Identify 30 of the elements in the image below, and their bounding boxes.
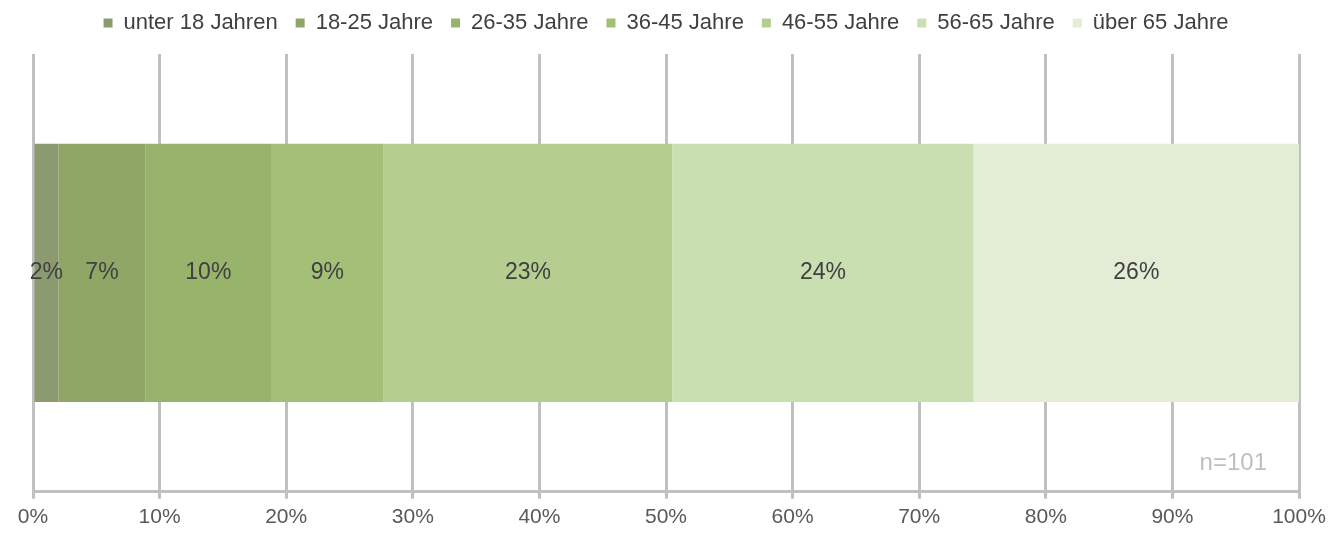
- data-label: 23%: [504, 258, 552, 285]
- annotation: n=101: [1199, 448, 1267, 476]
- legend-label: 36-45 Jahre: [626, 9, 744, 35]
- legend-label: 18-25 Jahre: [315, 9, 434, 35]
- bar: [145, 143, 272, 403]
- legend-label: 56-65 Jahre: [937, 9, 1055, 35]
- x-tick-label: 80%: [1024, 504, 1067, 528]
- x-tick-label: 50%: [644, 504, 688, 528]
- legend-label: unter 18 Jahren: [123, 9, 278, 35]
- x-tick-label: 60%: [771, 504, 814, 528]
- data-label: 26%: [1113, 258, 1160, 285]
- x-tick-label: 70%: [898, 504, 941, 528]
- bar: [383, 143, 673, 403]
- x-tick-label: 10%: [138, 504, 181, 528]
- legend-label: 46-55 Jahre: [781, 9, 900, 35]
- bar: [271, 143, 384, 403]
- legend-label: 26-35 Jahre: [471, 9, 589, 35]
- x-tick-label: 20%: [265, 504, 308, 528]
- bar: [973, 143, 1299, 403]
- data-label: 24%: [799, 258, 847, 285]
- data-label: 9%: [310, 258, 344, 285]
- legend-label: über 65 Jahre: [1092, 9, 1229, 35]
- x-tick-label: 0%: [17, 504, 49, 528]
- x-tick-label: 90%: [1151, 504, 1194, 528]
- data-label: 7%: [85, 258, 119, 285]
- x-tick-label: 30%: [391, 504, 434, 528]
- data-label: 10%: [185, 258, 232, 285]
- x-tick-label: 40%: [518, 504, 561, 528]
- x-tick-label: 100%: [1272, 504, 1326, 528]
- bar: [672, 143, 974, 403]
